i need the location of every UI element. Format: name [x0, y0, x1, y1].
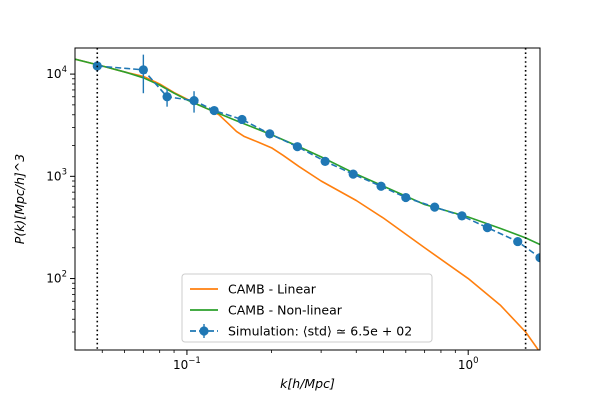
y-tick-base: 10: [46, 67, 61, 81]
legend-box: [181, 273, 433, 343]
sim-point-2: [457, 211, 467, 221]
legend-label-0: CAMB - Linear: [228, 282, 317, 297]
y-tick-exponent: 3: [62, 167, 67, 177]
x-tick-base: 10: [173, 358, 188, 372]
sim-point-2: [513, 236, 523, 247]
y-tick-exponent: 2: [62, 270, 67, 280]
plot-area: [75, 48, 540, 350]
sim-point-2: [138, 65, 148, 75]
series-line-0: [75, 58, 540, 350]
x-tick-exponent: −1: [188, 356, 201, 366]
sim-point-2: [237, 114, 247, 125]
x-axis-label: k[h/Mpc]: [280, 376, 335, 391]
sim-point-2: [376, 181, 386, 191]
sim-point-2: [292, 142, 302, 152]
y-tick-base: 10: [46, 169, 61, 183]
x-tick-label: 10−1: [173, 356, 201, 372]
sim-point-2: [348, 169, 358, 179]
y-tick-base: 10: [46, 272, 61, 286]
sim-point-2: [430, 202, 440, 212]
sim-point-2: [265, 129, 275, 139]
sim-point-2: [209, 105, 219, 116]
y-tick-label: 102: [46, 270, 67, 286]
sim-point-2: [320, 156, 330, 166]
x-tick-exponent: 0: [473, 356, 478, 366]
plot-content: [75, 48, 540, 350]
sim-point-2: [401, 192, 411, 203]
sim-point-2: [535, 253, 540, 263]
sim-point-2: [162, 92, 172, 102]
legend-label-2: Simulation: ⟨std⟩ ≃ 6.5e + 02: [228, 324, 412, 339]
sim-point-2: [482, 223, 492, 233]
x-tick-label: 100: [458, 356, 479, 372]
legend-label-1: CAMB - Non-linear: [228, 303, 343, 318]
sim-point-2: [189, 96, 199, 106]
y-axis-label: P(k)[Mpc/h]^3: [12, 154, 27, 244]
y-tick-label: 103: [46, 167, 67, 183]
legend: CAMB - Linear CAMB - Non-linear Simulation…: [181, 273, 433, 343]
y-tick-exponent: 4: [62, 65, 67, 75]
y-tick-label: 104: [46, 65, 67, 81]
x-tick-base: 10: [458, 358, 473, 372]
